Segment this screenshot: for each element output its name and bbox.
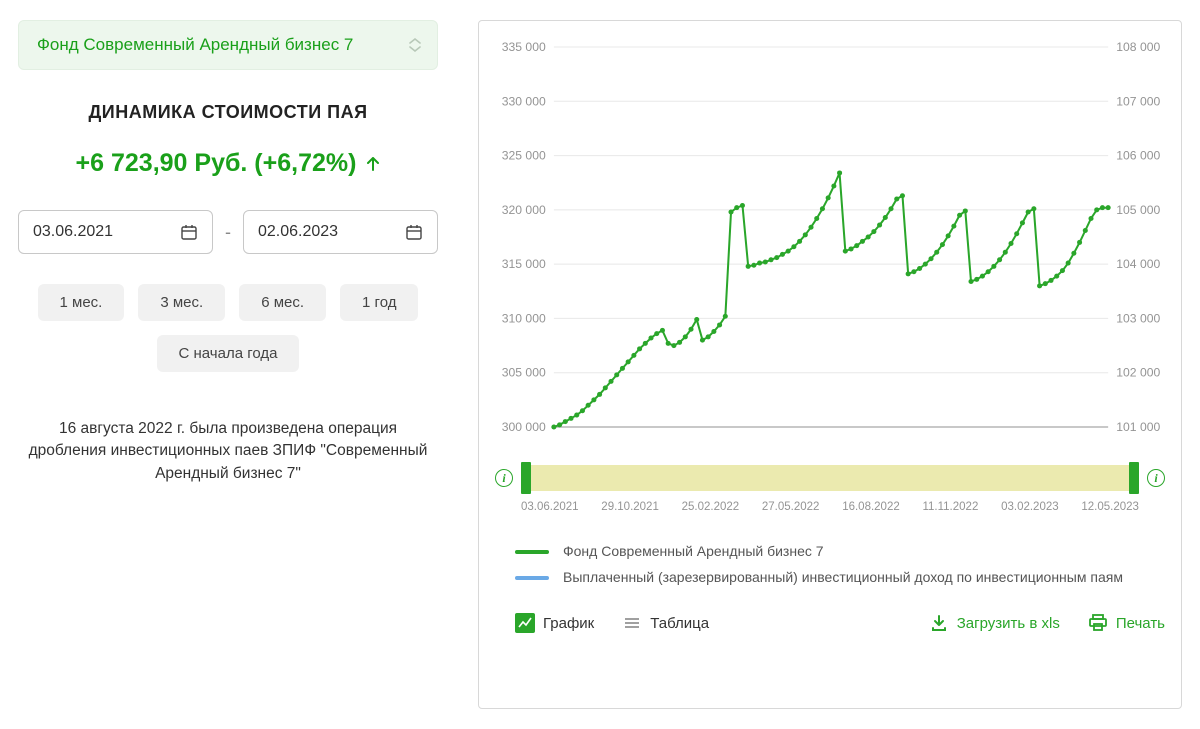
- download-xls-button[interactable]: Загрузить в xls: [929, 613, 1060, 633]
- fund-selector[interactable]: Фонд Современный Арендный бизнес 7: [18, 20, 438, 70]
- svg-text:105 000: 105 000: [1116, 203, 1160, 217]
- range-button[interactable]: 3 мес.: [138, 284, 225, 321]
- view-table-label: Таблица: [650, 615, 709, 632]
- svg-text:107 000: 107 000: [1116, 94, 1160, 108]
- legend-item: Выплаченный (зарезервированный) инвестиц…: [515, 569, 1165, 585]
- svg-text:108 000: 108 000: [1116, 40, 1160, 54]
- legend-swatch: [515, 550, 549, 554]
- range-button[interactable]: 6 мес.: [239, 284, 326, 321]
- selector-chevrons: [409, 38, 421, 52]
- download-icon: [929, 613, 949, 633]
- range-button[interactable]: 1 год: [340, 284, 418, 321]
- line-chart: 300 000 101 000 305 000 102 000 310 000 103 0…: [495, 37, 1165, 457]
- change-value: +6 723,90 Руб. (+6,72%): [18, 149, 438, 178]
- info-icon[interactable]: i: [1147, 469, 1165, 487]
- svg-text:106 000: 106 000: [1116, 149, 1160, 163]
- legend-item: Фонд Современный Арендный бизнес 7: [515, 543, 1165, 559]
- calendar-icon: [405, 223, 423, 241]
- x-date-label: 29.10.2021: [601, 501, 659, 513]
- svg-text:101 000: 101 000: [1116, 420, 1160, 434]
- arrow-up-icon: [366, 157, 380, 171]
- range-button[interactable]: С начала года: [157, 335, 300, 372]
- calendar-icon: [180, 223, 198, 241]
- range-brush[interactable]: [521, 465, 1139, 491]
- date-to-value: 02.06.2023: [258, 223, 338, 241]
- svg-text:315 000: 315 000: [502, 257, 546, 271]
- svg-text:330 000: 330 000: [502, 94, 546, 108]
- chart-area[interactable]: 300 000 101 000 305 000 102 000 310 000 103 0…: [495, 37, 1165, 457]
- x-date-label: 16.08.2022: [842, 501, 900, 513]
- legend-label: Фонд Современный Арендный бизнес 7: [563, 543, 824, 559]
- brush-handle-left[interactable]: [521, 462, 531, 494]
- table-icon: [622, 613, 642, 633]
- date-from-value: 03.06.2021: [33, 223, 113, 241]
- svg-text:104 000: 104 000: [1116, 257, 1160, 271]
- x-date-label: 03.02.2023: [1001, 501, 1059, 513]
- svg-text:320 000: 320 000: [502, 203, 546, 217]
- legend: Фонд Современный Арендный бизнес 7 Выплач…: [495, 543, 1165, 585]
- legend-swatch: [515, 576, 549, 580]
- range-buttons: 1 мес. 3 мес. 6 мес. 1 год С начала года: [18, 284, 438, 372]
- chart-panel: 300 000 101 000 305 000 102 000 310 000 103 0…: [478, 20, 1182, 709]
- date-dash: -: [225, 222, 231, 243]
- brush-handle-right[interactable]: [1129, 462, 1139, 494]
- date-from-input[interactable]: 03.06.2021: [18, 210, 213, 254]
- view-table-button[interactable]: Таблица: [622, 613, 709, 633]
- view-chart-button[interactable]: График: [515, 613, 594, 633]
- svg-text:310 000: 310 000: [502, 312, 546, 326]
- print-icon: [1088, 613, 1108, 633]
- svg-text:103 000: 103 000: [1116, 312, 1160, 326]
- info-icon[interactable]: i: [495, 469, 513, 487]
- fund-selector-label: Фонд Современный Арендный бизнес 7: [37, 35, 353, 54]
- svg-text:325 000: 325 000: [502, 149, 546, 163]
- x-date-label: 03.06.2021: [521, 501, 579, 513]
- view-chart-label: График: [543, 615, 594, 632]
- svg-text:305 000: 305 000: [502, 366, 546, 380]
- download-label: Загрузить в xls: [957, 615, 1060, 632]
- svg-text:300 000: 300 000: [502, 420, 546, 434]
- date-range-row: 03.06.2021 - 02.06.2023: [18, 210, 438, 254]
- chevron-up-icon: [409, 38, 421, 44]
- change-text: +6 723,90 Руб. (+6,72%): [76, 149, 357, 178]
- bottom-toolbar: График Таблица Загрузить в xls: [495, 613, 1165, 633]
- section-title: ДИНАМИКА СТОИМОСТИ ПАЯ: [18, 102, 438, 123]
- x-date-label: 25.02.2022: [682, 501, 740, 513]
- split-note: 16 августа 2022 г. была произведена опер…: [18, 418, 438, 485]
- chart-icon: [515, 613, 535, 633]
- x-date-label: 27.05.2022: [762, 501, 820, 513]
- x-date-label: 12.05.2023: [1081, 501, 1139, 513]
- svg-text:335 000: 335 000: [502, 40, 546, 54]
- legend-label: Выплаченный (зарезервированный) инвестиц…: [563, 569, 1123, 585]
- chevron-down-icon: [409, 46, 421, 52]
- date-to-input[interactable]: 02.06.2023: [243, 210, 438, 254]
- x-date-label: 11.11.2022: [922, 501, 978, 513]
- print-label: Печать: [1116, 615, 1165, 632]
- print-button[interactable]: Печать: [1088, 613, 1165, 633]
- left-panel: Фонд Современный Арендный бизнес 7 ДИНАМ…: [18, 20, 438, 709]
- range-button[interactable]: 1 мес.: [38, 284, 125, 321]
- x-date-labels: 03.06.2021 29.10.2021 25.02.2022 27.05.2022…: [495, 501, 1165, 513]
- svg-text:102 000: 102 000: [1116, 366, 1160, 380]
- brush-row: i i: [495, 465, 1165, 491]
